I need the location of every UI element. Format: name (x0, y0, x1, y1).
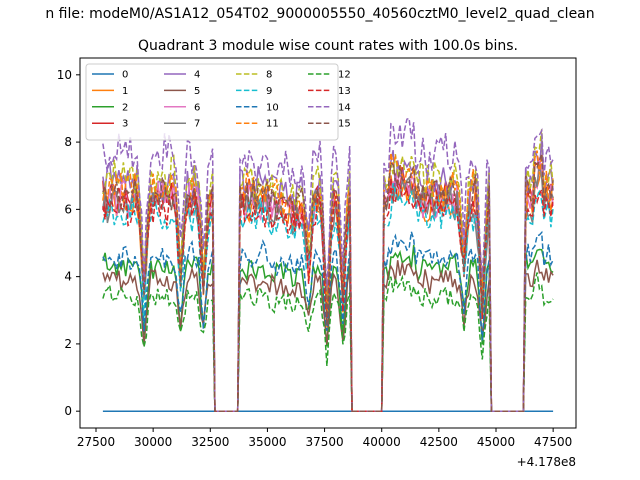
x-tick-label: 40000 (363, 435, 401, 449)
x-tick-label: 42500 (420, 435, 458, 449)
y-tick-label: 0 (64, 404, 72, 418)
x-tick-label: 27500 (77, 435, 115, 449)
legend-label-6: 6 (194, 102, 200, 113)
x-offset-label: +4.178e8 (517, 455, 576, 469)
series-layer (102, 117, 554, 412)
legend-label-0: 0 (122, 70, 128, 81)
x-tick-label: 35000 (248, 435, 286, 449)
series-line-12 (102, 272, 554, 412)
y-tick-label: 8 (64, 135, 72, 149)
legend-label-10: 10 (266, 102, 279, 113)
x-tick-label: 30000 (134, 435, 172, 449)
y-tick-label: 4 (64, 270, 72, 284)
legend-label-12: 12 (338, 70, 351, 81)
x-tick-label: 32500 (191, 435, 229, 449)
legend-box (85, 63, 339, 141)
y-tick-label: 2 (64, 337, 72, 351)
plot-frame (79, 57, 577, 429)
legend-label-3: 3 (122, 119, 128, 130)
legend-label-13: 13 (338, 86, 351, 97)
legend-label-5: 5 (194, 86, 200, 97)
chart-title: Quadrant 3 module wise count rates with … (138, 38, 518, 54)
legend-label-2: 2 (122, 102, 128, 113)
series-line-15 (102, 153, 554, 412)
figure-suptitle: n file: modeM0/AS1A12_054T02_9000005550_… (45, 6, 594, 22)
series-line-5 (102, 259, 554, 412)
y-tick-label: 6 (64, 202, 72, 216)
legend-label-15: 15 (338, 119, 351, 130)
legend-label-8: 8 (266, 70, 272, 81)
legend-label-9: 9 (266, 86, 272, 97)
y-axis: 0 2 4 6 8 10 (57, 68, 80, 418)
legend-label-14: 14 (338, 102, 351, 113)
legend-label-7: 7 (194, 119, 200, 130)
series-line-14 (102, 117, 554, 412)
x-axis: 27500 30000 32500 35000 37500 40000 42500 45000… (77, 428, 572, 449)
legend-label-11: 11 (266, 119, 279, 130)
x-tick-label: 47500 (534, 435, 572, 449)
x-tick-label: 45000 (477, 435, 515, 449)
legend-label-4: 4 (194, 70, 200, 81)
y-tick-label: 10 (57, 68, 72, 82)
legend-label-1: 1 (122, 86, 128, 97)
x-tick-label: 37500 (305, 435, 343, 449)
